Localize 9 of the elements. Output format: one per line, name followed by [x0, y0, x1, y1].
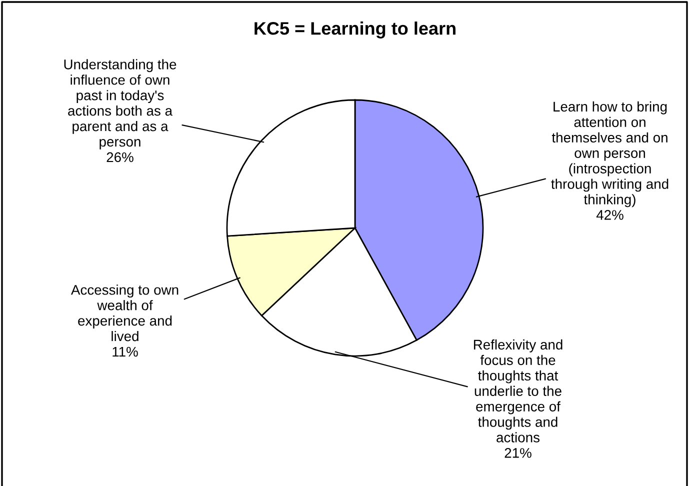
slice-label: Accessing to own wealth of experience and lived	[70, 284, 178, 342]
slice-label: Understanding the influence of own past in today's actions both as a parent and as a person	[64, 59, 176, 150]
data-label: 42%	[596, 210, 624, 220]
slice-label: Reflexivity and focus on the thoughts that underlie to the emergence of thoughts and actions	[474, 339, 562, 442]
slice-label: Learn how to bring attention on themselves and on own person (introspection through writing and thinking)	[551, 101, 668, 208]
chart-title: KC5 = Learning to learn	[254, 22, 456, 38]
data-label: 11%	[112, 346, 138, 357]
data-label: 21%	[504, 448, 532, 458]
data-label: 26%	[106, 152, 134, 162]
